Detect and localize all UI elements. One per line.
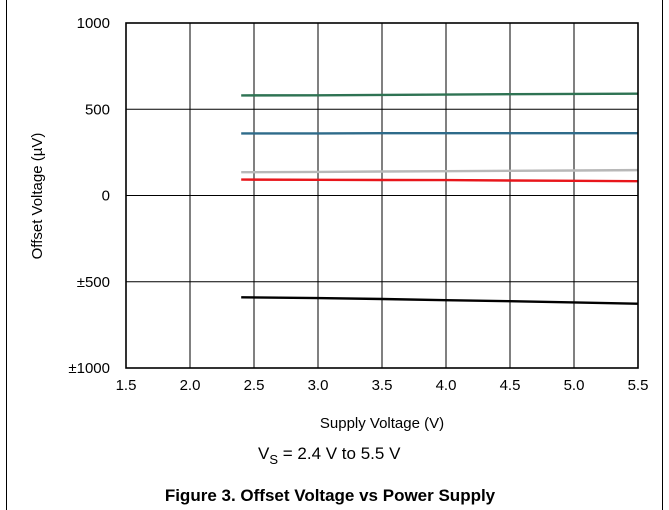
series-line: [241, 178, 639, 183]
y-tick-label: 0: [102, 188, 110, 205]
condition-subscript: S: [269, 452, 278, 467]
y-tick-label: ±1000: [68, 360, 110, 377]
y-tick-label: ±500: [77, 274, 110, 291]
x-tick-label: 2.0: [180, 377, 201, 394]
x-tick-label: 1.5: [116, 377, 137, 394]
condition-rest: = 2.4 V to 5.5 V: [278, 444, 401, 463]
x-tick-label: 2.5: [244, 377, 265, 394]
x-tick-label: 4.5: [500, 377, 521, 394]
grid-layer: [125, 22, 639, 369]
supply-condition-label: VS = 2.4 V to 5.5 V: [258, 444, 401, 467]
x-tick-label: 3.0: [308, 377, 329, 394]
series-line: [241, 296, 639, 305]
y-tick-labels: 1000 500 0 ±500 ±1000: [68, 15, 110, 377]
x-tick-labels: 1.5 2.0 2.5 3.0 3.5 4.0 4.5 5.0 5.5: [116, 377, 649, 394]
series-layer: [241, 92, 639, 305]
figure-frame: [6, 0, 663, 510]
x-tick-label: 4.0: [436, 377, 457, 394]
y-axis-title: Offset Voltage (µV): [29, 133, 46, 260]
y-tick-label: 500: [85, 101, 110, 118]
condition-prefix: V: [258, 444, 270, 463]
x-tick-label: 5.0: [564, 377, 585, 394]
series-line: [241, 92, 639, 97]
x-tick-label: 3.5: [372, 377, 393, 394]
series-line: [241, 168, 639, 174]
y-tick-label: 1000: [77, 15, 110, 32]
x-tick-label: 5.5: [628, 377, 649, 394]
x-axis-title: Supply Voltage (V): [320, 415, 444, 432]
plot-area-border: [125, 22, 639, 369]
figure-caption: Figure 3. Offset Voltage vs Power Supply: [165, 486, 496, 505]
